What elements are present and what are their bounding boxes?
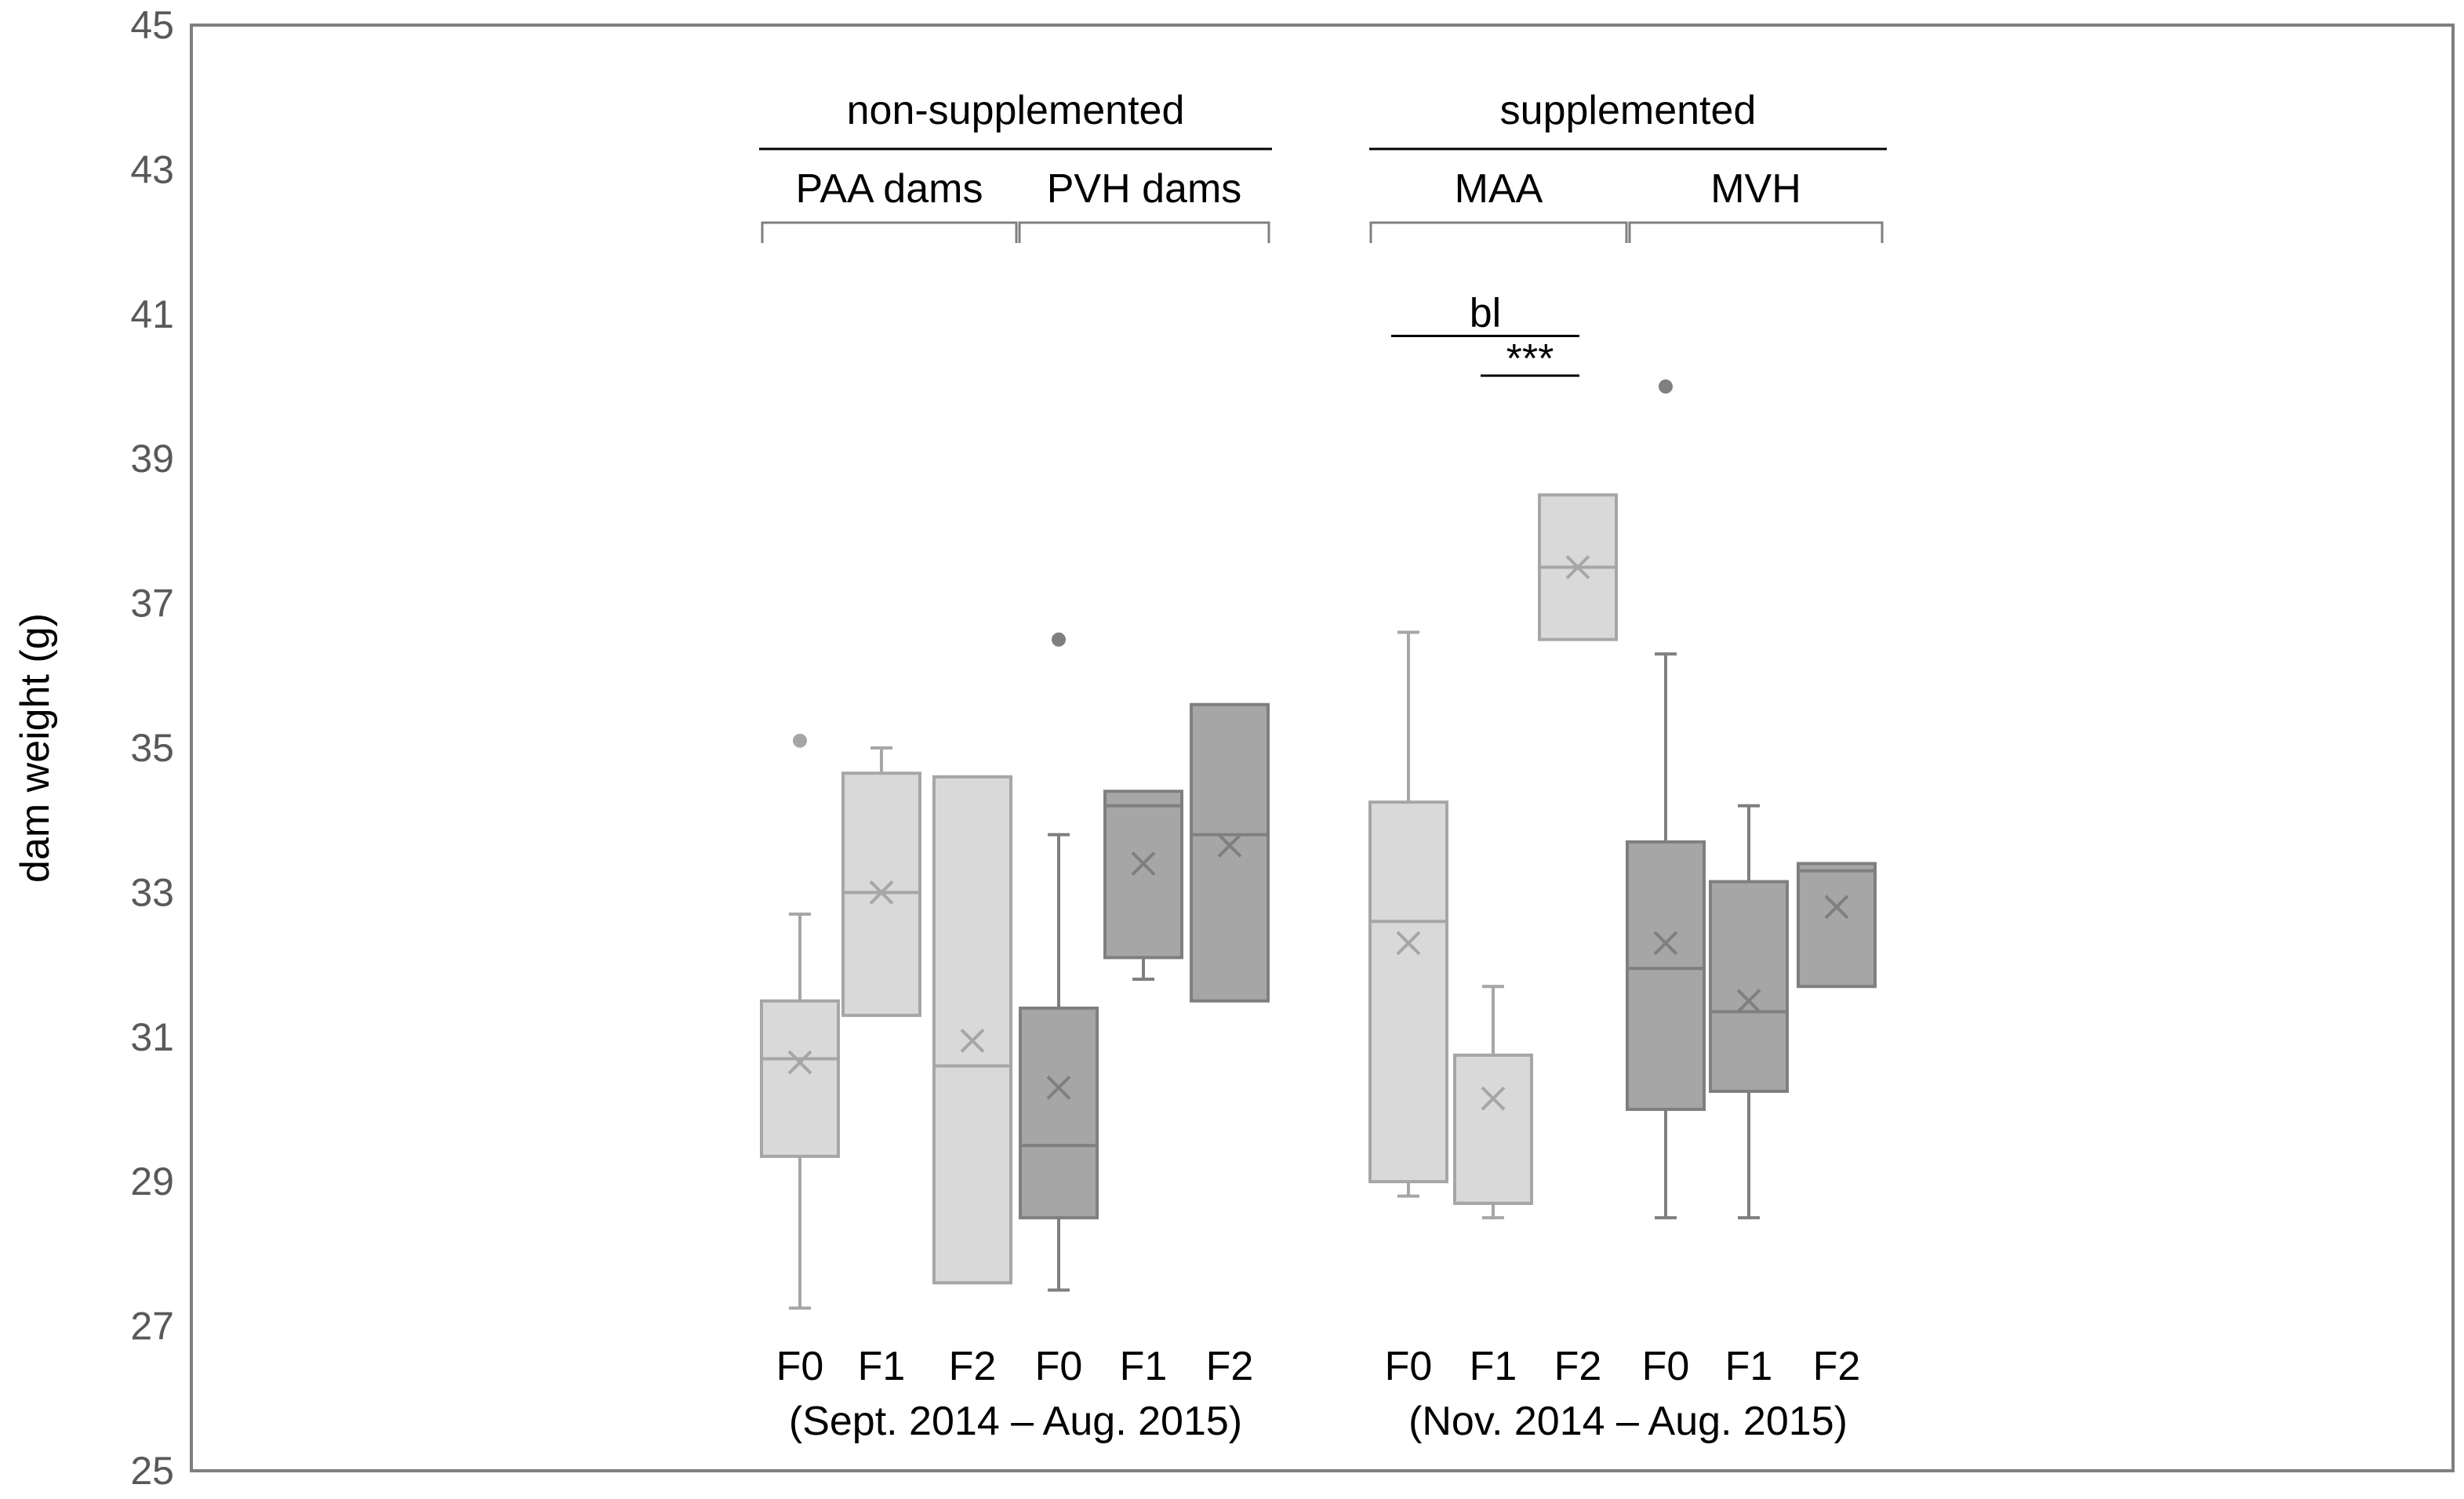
- group-label: supplemented: [1500, 88, 1757, 133]
- y-axis-label: dam weight (g): [13, 613, 58, 883]
- subgroup-bracket: [1628, 221, 1884, 243]
- y-tick-label: 33: [130, 870, 174, 914]
- mean-marker: [1824, 895, 1849, 920]
- box-iqr: [1626, 840, 1706, 1111]
- axes: 25 27 29 31 33 35 37 39 41 43 45 dam weight (g): [13, 3, 2455, 1493]
- y-tick-label: 39: [130, 437, 174, 481]
- mean-marker: [1565, 555, 1590, 579]
- subgroup-label: PAA dams: [796, 166, 983, 212]
- box-pvh-dams-f1: [1103, 789, 1183, 982]
- box-pvh-dams-f0: [1019, 632, 1099, 1292]
- subgroup-label: PVH dams: [1047, 166, 1242, 212]
- mean-marker: [787, 1050, 812, 1075]
- x-category-label: F0: [1035, 1344, 1083, 1389]
- x-category-label: F1: [1120, 1344, 1168, 1389]
- y-tick-label: 29: [130, 1160, 174, 1203]
- subgroup-bracket: [1018, 221, 1270, 243]
- box-maa-f1: [1453, 985, 1533, 1220]
- box-pvh-dams-f2: [1190, 702, 1270, 1003]
- box-iqr: [1709, 880, 1789, 1093]
- x-category-label: F2: [1554, 1344, 1602, 1389]
- box-iqr: [760, 999, 840, 1158]
- box-mvh-f0: [1626, 379, 1706, 1220]
- outlier-point: [1052, 632, 1066, 647]
- box-mvh-f1: [1709, 804, 1789, 1220]
- x-category-label: F1: [1470, 1344, 1517, 1389]
- plot-area-border: [190, 24, 2455, 1472]
- x-category-label: F2: [949, 1344, 997, 1389]
- box-maa-f0: [1368, 630, 1448, 1198]
- mean-marker: [1653, 931, 1678, 956]
- mean-marker: [1131, 851, 1156, 876]
- y-tick-label: 45: [130, 3, 174, 47]
- box-iqr: [932, 775, 1012, 1285]
- subgroup-bracket: [1369, 221, 1628, 243]
- outlier-point: [793, 733, 807, 748]
- significance-label: ***: [1506, 336, 1554, 382]
- y-tick-label: 41: [130, 292, 174, 336]
- mean-marker: [960, 1028, 985, 1053]
- y-tick-label: 35: [130, 726, 174, 770]
- annotations: bl***: [1391, 290, 1579, 382]
- y-tick-label: 37: [130, 582, 174, 626]
- box-iqr: [1019, 1006, 1099, 1220]
- box-iqr: [1453, 1053, 1533, 1205]
- outlier-point: [1659, 379, 1673, 394]
- y-tick-label: 27: [130, 1305, 174, 1348]
- x-category-label: F2: [1813, 1344, 1861, 1389]
- box-iqr: [1797, 862, 1877, 989]
- period-label: (Nov. 2014 – Aug. 2015): [1408, 1399, 1848, 1444]
- x-category-label: F2: [1206, 1344, 1254, 1389]
- mean-marker: [1217, 833, 1242, 858]
- box-iqr: [1103, 789, 1183, 960]
- x-category-label: F0: [1385, 1344, 1433, 1389]
- mean-marker: [1481, 1086, 1506, 1111]
- mean-marker: [1396, 931, 1421, 956]
- x-category-label: F1: [1725, 1344, 1773, 1389]
- x-category-label: F0: [1642, 1344, 1690, 1389]
- y-tick-label: 31: [130, 1015, 174, 1059]
- y-tick-label: 43: [130, 147, 174, 191]
- box-mvh-f2: [1797, 862, 1877, 989]
- mean-marker: [869, 880, 894, 905]
- significance-label: bl: [1470, 290, 1501, 336]
- boxes: [760, 379, 1877, 1310]
- box-paa-dams-f2: [932, 775, 1012, 1285]
- box-iqr: [1368, 800, 1448, 1184]
- subgroup-bracket: [761, 221, 1018, 243]
- mean-marker: [1046, 1075, 1071, 1100]
- group-label: non-supplemented: [847, 88, 1185, 133]
- y-tick-label: 25: [130, 1449, 174, 1493]
- subgroup-label: MVH: [1710, 166, 1801, 212]
- box-paa-dams-f1: [841, 746, 921, 1018]
- x-category-label: F1: [858, 1344, 906, 1389]
- box-iqr: [1190, 702, 1270, 1003]
- box-paa-dams-f0: [760, 733, 840, 1310]
- box-maa-f2: [1538, 493, 1618, 641]
- subgroup-label: MAA: [1455, 166, 1543, 212]
- mean-marker: [1736, 989, 1761, 1014]
- period-label: (Sept. 2014 – Aug. 2015): [789, 1399, 1242, 1444]
- group-labels: F0 F1 F2 F0 F1 F2 F0 F1 F2 F0 F1 F2 non-supplemented…: [759, 88, 1887, 1444]
- x-category-label: F0: [776, 1344, 824, 1389]
